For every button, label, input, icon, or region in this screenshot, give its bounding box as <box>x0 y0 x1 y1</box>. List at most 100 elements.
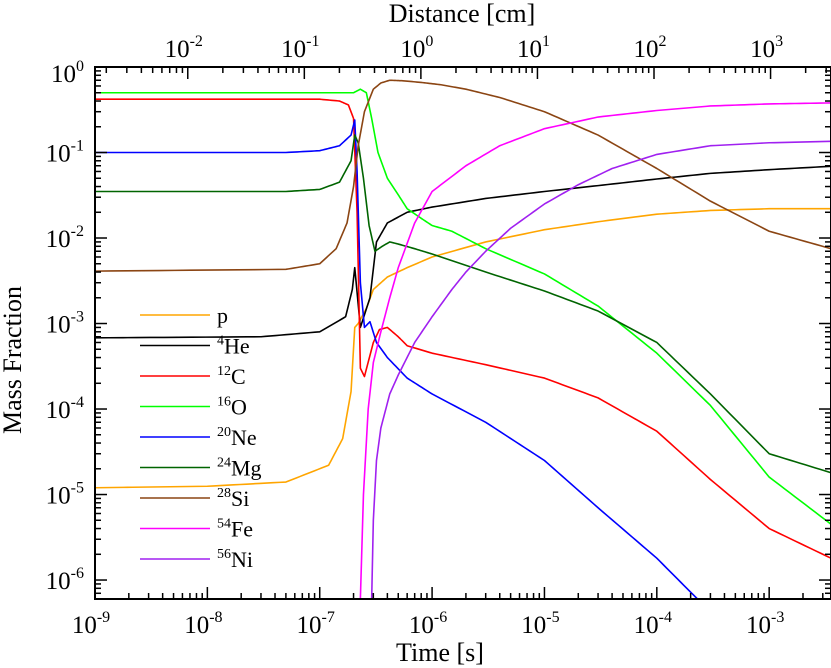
x2-axis-title: Distance [cm] <box>389 0 536 28</box>
x-tick-label: 10-7 <box>297 609 335 639</box>
legend-label-mass-number: 4 <box>217 334 224 349</box>
x-tick-label: 10-6 <box>409 609 447 639</box>
y-tick-label-base: 10 <box>46 483 71 510</box>
legend-label-mass-number: 20 <box>217 425 231 440</box>
x-tick-label-base: 10 <box>184 612 209 639</box>
y-tick-label-exponent: -5 <box>71 480 84 497</box>
legend-label-28si: 28Si <box>217 486 249 511</box>
x2-tick-label-base: 10 <box>517 36 542 63</box>
legend-label-element: O <box>231 395 247 420</box>
series-line-12c <box>95 98 831 559</box>
x-tick-label-exponent: -7 <box>322 609 335 626</box>
x2-tick-label: 101 <box>517 33 550 63</box>
x2-tick-label: 103 <box>750 33 783 63</box>
x-tick-label-exponent: -4 <box>659 609 672 626</box>
y-tick-label-base: 10 <box>46 568 71 595</box>
legend-label-element: C <box>231 364 246 389</box>
legend-label-element: Ni <box>231 547 253 572</box>
x2-tick-label-base: 10 <box>400 36 425 63</box>
x-tick-label-base: 10 <box>521 612 546 639</box>
x2-tick-label-exponent: -2 <box>190 33 203 50</box>
x-tick-label: 10-9 <box>72 609 110 639</box>
x2-tick-label-base: 10 <box>165 36 190 63</box>
legend-label-12c: 12C <box>217 364 246 389</box>
x-tick-label: 10-8 <box>184 609 222 639</box>
series-line-56ni <box>370 140 831 599</box>
y-tick-label-exponent: -4 <box>71 394 84 411</box>
y-tick-label-base: 10 <box>46 141 71 168</box>
x-tick-label-base: 10 <box>297 612 322 639</box>
legend-label-mass-number: 54 <box>217 517 231 532</box>
y-tick-label: 10-1 <box>46 138 84 168</box>
x-tick-label-base: 10 <box>634 612 659 639</box>
y-tick-label-exponent: -1 <box>71 138 84 155</box>
x2-tick-label: 102 <box>634 33 667 63</box>
legend-label-element: Si <box>231 486 249 511</box>
x-axis-title: Time [s] <box>396 638 484 667</box>
legend-label-mass-number: 12 <box>217 364 231 379</box>
legend-label-element: He <box>224 334 250 359</box>
x2-tick-label-base: 10 <box>634 36 659 63</box>
legend-label-p: p <box>217 303 228 328</box>
legend-label-element: Ne <box>231 425 257 450</box>
y-tick-label: 10-6 <box>46 565 84 595</box>
legend-label-element: Mg <box>231 456 262 481</box>
x-tick-label-exponent: -3 <box>771 609 784 626</box>
legend-label-mass-number: 56 <box>217 547 231 562</box>
x2-tick-label: 10-1 <box>281 33 319 63</box>
y-tick-label-exponent: -2 <box>71 223 84 240</box>
y-tick-label: 100 <box>51 58 84 88</box>
y-tick-label-exponent: 0 <box>76 58 84 75</box>
x-tick-label-exponent: -6 <box>434 609 447 626</box>
x-tick-label-exponent: -5 <box>546 609 559 626</box>
series-line-4he <box>95 165 831 339</box>
series-line-24mg <box>95 134 831 474</box>
y-tick-label-base: 10 <box>46 397 71 424</box>
x-tick-label: 10-4 <box>634 609 672 639</box>
series-line-16o <box>95 88 831 525</box>
series-layer <box>95 79 831 599</box>
x-tick-label: 10-5 <box>521 609 559 639</box>
x2-tick-label: 10-2 <box>165 33 203 63</box>
x-tick-label-base: 10 <box>746 612 771 639</box>
ticks-layer <box>94 66 831 600</box>
x2-tick-label-base: 10 <box>750 36 775 63</box>
y-tick-label: 10-5 <box>46 480 84 510</box>
legend-label-mass-number: 16 <box>217 395 231 410</box>
legend-label-mass-number: 28 <box>217 486 231 501</box>
y-tick-label-base: 10 <box>51 61 76 88</box>
legend-label-54fe: 54Fe <box>217 517 253 542</box>
y-axis-title: Mass Fraction <box>0 286 27 434</box>
x2-tick-label-exponent: 3 <box>775 33 783 50</box>
x2-tick-label-exponent: 0 <box>425 33 433 50</box>
y-tick-label-exponent: -3 <box>71 309 84 326</box>
series-line-54fe <box>359 102 831 599</box>
x-tick-label-exponent: -9 <box>97 609 110 626</box>
y-tick-label-exponent: -6 <box>71 565 84 582</box>
y-tick-label: 10-3 <box>46 309 84 339</box>
x-tick-label-base: 10 <box>409 612 434 639</box>
legend-label-24mg: 24Mg <box>217 456 262 481</box>
legend-label-20ne: 20Ne <box>217 425 257 450</box>
series-line-28si <box>95 79 831 272</box>
series-line-p <box>95 207 831 489</box>
legend-label-4he: 4He <box>217 334 250 359</box>
y-tick-label: 10-2 <box>46 223 84 253</box>
y-tick-label-base: 10 <box>46 312 71 339</box>
x2-tick-label-exponent: 1 <box>542 33 550 50</box>
legend-label-element: p <box>217 303 228 328</box>
plot-frame <box>94 66 831 600</box>
x2-tick-label-exponent: -1 <box>306 33 319 50</box>
legend-label-56ni: 56Ni <box>217 547 253 572</box>
y-tick-label: 10-4 <box>46 394 84 424</box>
series-line-20ne <box>95 119 699 599</box>
x-tick-label-exponent: -8 <box>209 609 222 626</box>
x2-tick-label-base: 10 <box>281 36 306 63</box>
labels-layer: 10-9 10-8 10-7 10-6 10-5 10-4 10-310-2 10-1 100 1… <box>46 33 785 639</box>
x2-tick-label: 100 <box>400 33 433 63</box>
legend-label-mass-number: 24 <box>217 456 231 471</box>
legend-label-16o: 16O <box>217 395 247 420</box>
legend-label-element: Fe <box>231 517 253 542</box>
